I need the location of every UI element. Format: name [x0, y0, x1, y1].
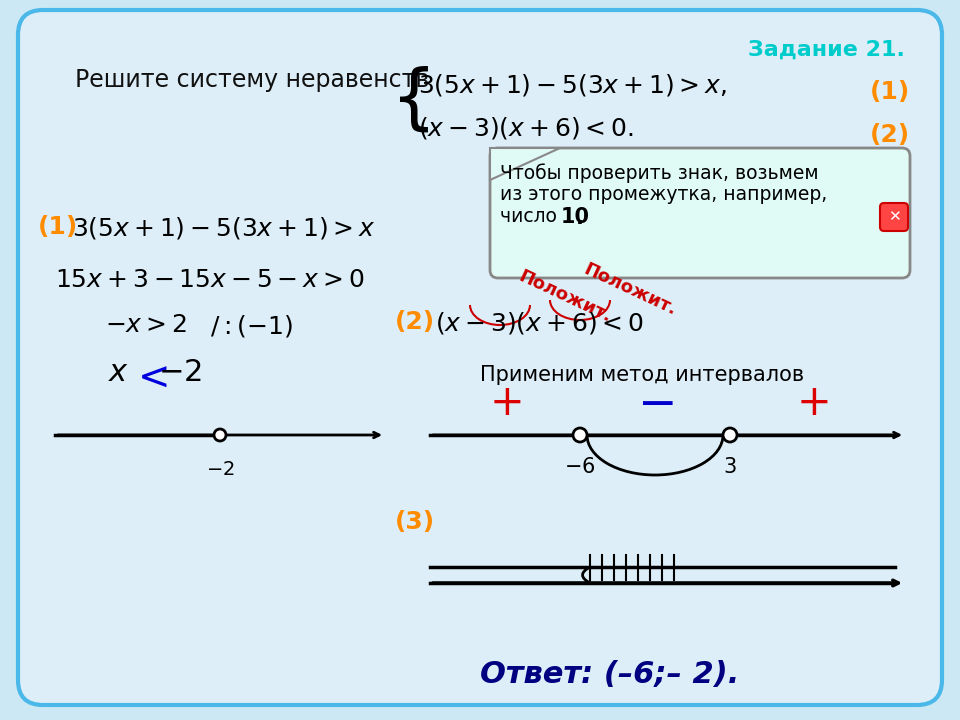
- Text: (3): (3): [395, 510, 435, 534]
- Text: Задание 21.: Задание 21.: [748, 40, 905, 60]
- Text: (1): (1): [38, 215, 79, 239]
- Text: $x$: $x$: [108, 358, 129, 387]
- Text: Решите систему неравенств: Решите систему неравенств: [75, 68, 429, 92]
- Text: $-x>2$: $-x>2$: [105, 313, 187, 337]
- Text: $(x-3)(x+6)<0$: $(x-3)(x+6)<0$: [435, 310, 644, 336]
- Text: 10: 10: [561, 207, 590, 227]
- Circle shape: [573, 428, 587, 442]
- Text: $3(5x+1)-5(3x+1)>x$: $3(5x+1)-5(3x+1)>x$: [72, 215, 375, 241]
- Text: $+$: $+$: [489, 382, 521, 424]
- Text: $-$: $-$: [636, 380, 673, 426]
- Text: Положит.: Положит.: [516, 267, 614, 325]
- Text: $\{$: $\{$: [390, 65, 429, 135]
- Text: Ответ: (–6;– 2).: Ответ: (–6;– 2).: [480, 660, 739, 689]
- Text: Применим метод интервалов: Применим метод интервалов: [480, 365, 804, 385]
- Text: из этого промежутка, например,: из этого промежутка, например,: [500, 185, 828, 204]
- Text: $-2$: $-2$: [158, 358, 202, 387]
- Circle shape: [723, 428, 737, 442]
- Text: $-6$: $-6$: [564, 457, 596, 477]
- Text: число: число: [500, 207, 563, 226]
- Text: (2): (2): [395, 310, 435, 334]
- Text: $<$: $<$: [130, 358, 168, 396]
- Text: $/:(-1)$: $/:(-1)$: [210, 313, 293, 339]
- Text: $(x-3)(x+6)<0.$: $(x-3)(x+6)<0.$: [418, 115, 634, 141]
- FancyBboxPatch shape: [880, 203, 908, 231]
- Text: Положит.: Положит.: [581, 260, 680, 319]
- Text: $+$: $+$: [796, 382, 828, 424]
- Text: (2): (2): [870, 123, 910, 147]
- FancyBboxPatch shape: [490, 148, 910, 278]
- Text: Чтобы проверить знак, возьмем: Чтобы проверить знак, возьмем: [500, 163, 819, 183]
- Text: $15x+3-15x-5-x>0$: $15x+3-15x-5-x>0$: [55, 268, 365, 292]
- Text: (1): (1): [870, 80, 910, 104]
- Circle shape: [214, 429, 226, 441]
- Text: $-2$: $-2$: [205, 460, 234, 479]
- Polygon shape: [490, 148, 560, 180]
- Text: ✕: ✕: [888, 210, 900, 225]
- Text: $3(5x+1)-5(3x+1)>x,$: $3(5x+1)-5(3x+1)>x,$: [418, 72, 727, 98]
- Text: $3$: $3$: [723, 457, 737, 477]
- Text: .: .: [576, 208, 584, 228]
- FancyBboxPatch shape: [18, 10, 942, 705]
